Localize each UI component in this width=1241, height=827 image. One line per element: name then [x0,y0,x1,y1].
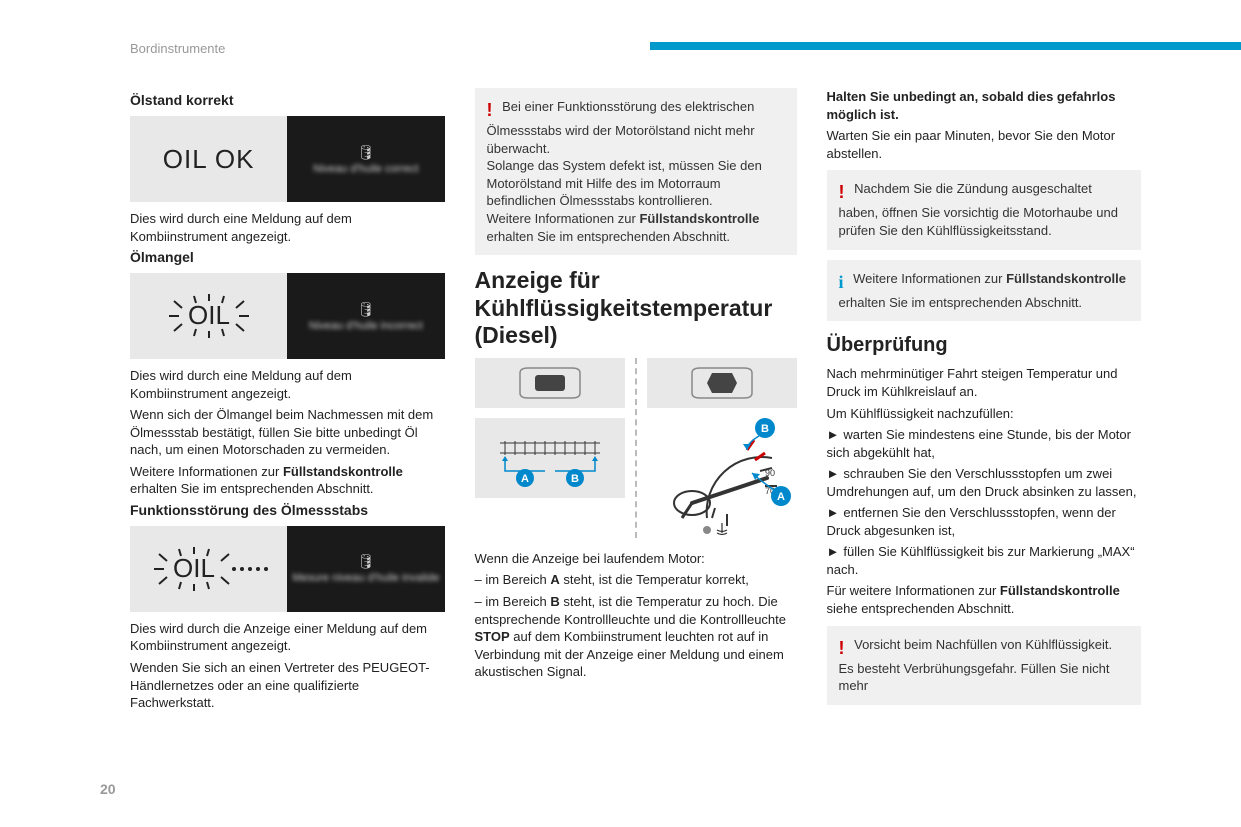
column-1: Ölstand korrekt OIL OK 🛢 Niveau d'huile … [130,88,445,716]
display-oil-fault-right: 🛢 Mesure niveau d'huile invalide [287,526,444,612]
heading-coolant-temp: Anzeige für Kühlflüssigkeitstemperatur (… [475,267,797,350]
display-oil-fault-left: OIL [130,526,287,612]
svg-text:OIL: OIL [188,300,230,330]
gauge-divider [635,358,637,538]
text-oil-low-3: Weitere Informationen zur Füllstandskont… [130,463,445,498]
oil-fault-icon: OIL [144,539,274,599]
oil-low-right-text: Niveau d'huile incorrect [309,320,423,332]
heading-oil-correct: Ölstand korrekt [130,92,445,108]
text-oil-fault-1: Dies wird durch die Anzeige einer Meldun… [130,620,445,655]
note-scalding-text: Vorsicht beim Nachfüllen von Kühlflüssig… [839,637,1113,694]
coolant-text-3: – im Bereich B steht, ist die Temperatur… [475,593,797,681]
coolant-text-2: – im Bereich A steht, ist die Temperatur… [475,571,797,589]
gauge-right-group: 90 70 A B [647,358,797,538]
svg-text:A: A [521,473,529,485]
check-item-3: ►entfernen Sie den Verschlussstopfen, we… [827,504,1142,539]
oil-can-icon: 🛢 [357,301,375,318]
svg-text:A: A [777,491,785,503]
info-icon: i [839,270,844,294]
warning-icon: ! [839,636,845,660]
text-oil-low-1: Dies wird durch eine Meldung auf dem Kom… [130,367,445,402]
note-text-3: Weitere Informationen zur Füllstandskont… [487,211,760,244]
display-oil-fault: OIL 🛢 Mesure niveau d'huile [130,526,445,612]
column-3: Halten Sie unbedingt an, sobald dies gef… [827,88,1142,716]
check-text-2: Um Kühlflüssigkeit nachzufüllen: [827,405,1142,423]
oil-fault-right-text: Mesure niveau d'huile invalide [292,572,439,584]
content-columns: Ölstand korrekt OIL OK 🛢 Niveau d'huile … [130,88,1141,716]
gauge-left-group: A B [475,358,625,498]
heading-oil-fault: Funktionsstörung des Ölmessstabs [130,502,445,518]
oil-can-icon: 🛢 [357,553,375,570]
svg-text:B: B [571,473,579,485]
note-text-2: Solange das System defekt ist, müssen Si… [487,158,762,208]
display-oil-low-left: OIL [130,273,287,359]
note-text-1: Bei einer Funktionsstörung des elektrisc… [487,99,755,156]
gauge-top-right [647,358,797,408]
gauge-bottom-left: A B [475,418,625,498]
oil-can-icon: 🛢 [357,144,375,161]
note-level-text: Weitere Informationen zur Füllstandskont… [839,271,1127,310]
text-oil-low-2: Wenn sich der Ölmangel beim Nachmessen m… [130,406,445,459]
check-more-info: Für weitere Informationen zur Füllstands… [827,582,1142,617]
display-oil-ok: OIL OK 🛢 Niveau d'huile correct [130,116,445,202]
oil-ok-right-text: Niveau d'huile correct [313,163,418,175]
warning-note-scalding: ! Vorsicht beim Nachfüllen von Kühlflüss… [827,626,1142,705]
check-item-4: ►füllen Sie Kühlflüssigkeit bis zur Mark… [827,543,1142,578]
stop-instruction: Halten Sie unbedingt an, sobald dies gef… [827,88,1142,123]
display-oil-low-right: 🛢 Niveau d'huile incorrect [287,273,444,359]
check-item-1: ►warten Sie mindestens eine Stunde, bis … [827,426,1142,461]
warning-note-oil-sensor: ! Bei einer Funktionsstörung des elektri… [475,88,797,255]
text-oil-ok: Dies wird durch eine Meldung auf dem Kom… [130,210,445,245]
column-2: ! Bei einer Funktionsstörung des elektri… [475,88,797,716]
section-title: Bordinstrumente [130,41,225,56]
wait-instruction: Warten Sie ein paar Minuten, bevor Sie d… [827,127,1142,162]
display-oil-low: OIL 🛢 Niveau d'huile incorrect [130,273,445,359]
gauge-illustration: A B [475,358,797,538]
check-text-1: Nach mehrminütiger Fahrt steigen Tempera… [827,365,1142,400]
warning-icon: ! [839,180,845,204]
svg-text:OIL: OIL [173,553,215,583]
info-note-level: i Weitere Informationen zur Füllstandsko… [827,260,1142,322]
svg-text:B: B [761,423,769,435]
coolant-text-1: Wenn die Anzeige bei laufendem Motor: [475,550,797,568]
check-item-2: ►schrauben Sie den Verschlussstopfen um … [827,465,1142,500]
warning-icon: ! [487,98,493,122]
heading-check: Überprüfung [827,333,1142,357]
display-oil-ok-right: 🛢 Niveau d'huile correct [287,116,444,202]
text-oil-fault-2: Wenden Sie sich an einen Vertreter des P… [130,659,445,712]
oil-burst-icon: OIL [154,286,264,346]
warning-note-ignition: ! Nachdem Sie die Zündung ausgeschaltet … [827,170,1142,249]
gauge-bottom-right: 90 70 A B [647,418,797,538]
heading-oil-low: Ölmangel [130,249,445,265]
display-oil-ok-left: OIL OK [130,116,287,202]
header-accent-bar [650,42,1241,50]
note-ignition-text: Nachdem Sie die Zündung ausgeschaltet ha… [839,181,1118,238]
page-number: 20 [100,781,116,797]
gauge-top-left [475,358,625,408]
oil-ok-text: OIL OK [163,144,255,175]
